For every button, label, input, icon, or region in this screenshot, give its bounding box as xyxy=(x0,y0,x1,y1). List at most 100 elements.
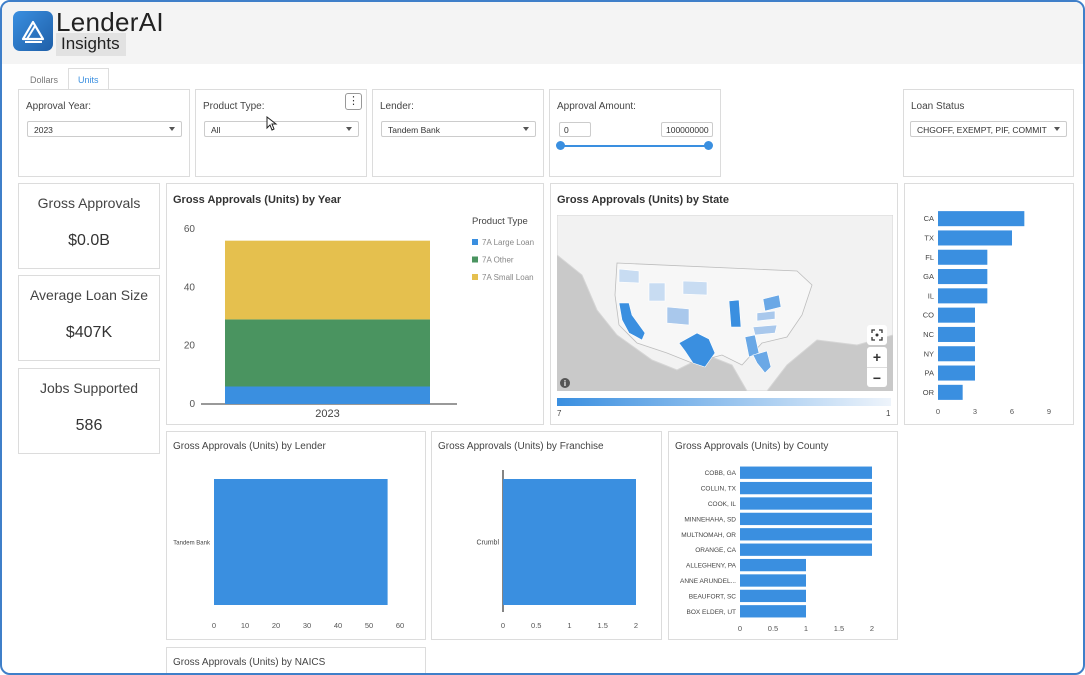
bar xyxy=(740,481,872,495)
state-or[interactable] xyxy=(618,268,640,284)
slider-max-handle[interactable] xyxy=(704,141,713,150)
mouse-cursor-icon xyxy=(266,116,278,131)
approval-amount-max-input[interactable]: 100000000 xyxy=(661,122,713,137)
slider-min-handle[interactable] xyxy=(556,141,565,150)
state-nc[interactable] xyxy=(752,324,778,336)
state-ca[interactable] xyxy=(618,302,646,341)
loan-status-label: Loan Status xyxy=(911,101,965,112)
category-label: COBB, GA xyxy=(705,470,737,477)
lender-label: Lender: xyxy=(380,101,414,112)
state-pa[interactable] xyxy=(756,310,776,322)
approvals-by-naics-panel: Gross Approvals (Units) by NAICS xyxy=(166,647,426,673)
map-legend-min: 7 xyxy=(557,409,562,418)
state-co[interactable] xyxy=(666,306,690,326)
info-icon-glyph: i xyxy=(564,379,566,388)
category-label: CO xyxy=(923,311,934,320)
approval-year-filter: Approval Year: 2023 xyxy=(18,89,190,177)
more-options-icon[interactable]: ⋮ xyxy=(345,93,362,110)
bar xyxy=(740,574,806,587)
bar xyxy=(740,512,872,526)
x-tick-label: 3 xyxy=(973,407,977,416)
y-tick-label: 0 xyxy=(189,399,195,410)
state-ny[interactable] xyxy=(762,294,782,312)
category-label: Crumbl xyxy=(476,540,499,547)
x-tick-label: 10 xyxy=(241,621,249,630)
category-label: ORANGE, CA xyxy=(695,547,736,554)
kpi-value: $407K xyxy=(65,324,113,341)
bar xyxy=(938,346,975,362)
legend-title: Product Type xyxy=(472,216,528,227)
zoom-in-button[interactable]: + xyxy=(872,349,882,365)
approvals-by-franchise-panel: Gross Approvals (Units) by Franchise Cru… xyxy=(431,431,662,640)
loan-status-filter: Loan Status CHGOFF, EXEMPT, PIF, COMMIT xyxy=(903,89,1074,177)
state-ut[interactable] xyxy=(648,282,666,302)
legend-swatch xyxy=(472,274,478,280)
bar xyxy=(214,479,388,605)
jobs-supported-card: Jobs Supported 586 xyxy=(18,368,160,454)
bar xyxy=(938,211,1025,227)
bar xyxy=(938,288,988,304)
state-tx[interactable] xyxy=(678,332,716,368)
approvals-by-lender-chart: Tandem Bank 0 10 20 30 40 50 60 xyxy=(173,479,404,630)
bar-segment xyxy=(225,319,430,387)
x-tick-label: 0 xyxy=(501,621,505,630)
view-tabs: Dollars Units xyxy=(20,68,109,90)
tab-units[interactable]: Units xyxy=(68,68,109,90)
state-il[interactable] xyxy=(728,299,742,328)
x-tick-label: 40 xyxy=(334,621,342,630)
x-tick-label: 2 xyxy=(634,621,638,630)
lender-select[interactable]: Tandem Bank xyxy=(381,121,536,137)
category-label: NY xyxy=(924,349,934,358)
us-choropleth-map[interactable]: i xyxy=(557,215,893,391)
approval-amount-label: Approval Amount: xyxy=(557,101,636,112)
bar xyxy=(740,605,806,618)
legend-label: 7A Large Loan xyxy=(482,238,534,247)
x-tick-label: 60 xyxy=(396,621,404,630)
bar xyxy=(938,269,988,285)
approval-amount-min-input[interactable]: 0 xyxy=(559,122,591,137)
x-tick-label: 20 xyxy=(272,621,280,630)
approval-year-select[interactable]: 2023 xyxy=(27,121,182,137)
app-title: LenderAI xyxy=(56,7,164,37)
state-fl[interactable] xyxy=(752,350,772,374)
bar-segment xyxy=(225,386,430,404)
approvals-by-state-bar-chart: CA TX FL GA IL CO NC NY PA OR 0 3 6 9 xyxy=(923,211,1051,416)
product-type-filter: Product Type: ⋮ All xyxy=(195,89,367,177)
x-tick-label: 2023 xyxy=(315,408,339,420)
product-type-select[interactable]: All xyxy=(204,121,359,137)
x-tick-label: 1.5 xyxy=(834,624,844,633)
average-loan-size-card: Average Loan Size $407K xyxy=(18,275,160,361)
zoom-controls: + − xyxy=(867,347,887,387)
category-label: NC xyxy=(923,330,934,339)
approvals-by-state-bar-panel: CA TX FL GA IL CO NC NY PA OR 0 3 6 9 xyxy=(904,183,1074,425)
kpi-value: 586 xyxy=(75,417,103,434)
x-tick-label: 6 xyxy=(1010,407,1014,416)
product-type-label: Product Type: xyxy=(203,101,265,112)
bar xyxy=(740,497,872,510)
approvals-by-state-map-panel: Gross Approvals (Units) by State i + − xyxy=(550,183,898,425)
category-label: OR xyxy=(923,388,935,397)
zoom-out-button[interactable]: − xyxy=(867,367,887,387)
category-label: COOK, IL xyxy=(708,501,737,508)
bar xyxy=(938,384,963,400)
legend-swatch xyxy=(472,256,478,263)
bar xyxy=(938,365,975,381)
tab-dollars[interactable]: Dollars xyxy=(30,75,59,85)
y-tick-label: 20 xyxy=(184,341,196,352)
x-tick-label: 0 xyxy=(936,407,940,416)
chevron-down-icon xyxy=(346,127,352,131)
gross-approvals-card: Gross Approvals $0.0B xyxy=(18,183,160,269)
loan-status-select[interactable]: CHGOFF, EXEMPT, PIF, COMMIT xyxy=(910,121,1067,137)
kpi-label: Average Loan Size xyxy=(29,287,149,303)
fullscreen-icon[interactable] xyxy=(867,325,887,345)
approval-amount-slider-track[interactable] xyxy=(560,145,708,147)
info-icon[interactable] xyxy=(560,378,570,388)
x-tick-label: 0.5 xyxy=(768,624,778,633)
state-sd[interactable] xyxy=(682,280,708,296)
category-label: Tandem Bank xyxy=(173,541,211,547)
loan-status-value: CHGOFF, EXEMPT, PIF, COMMIT xyxy=(917,125,1047,135)
x-tick-label: 0 xyxy=(738,624,742,633)
approvals-by-year-chart: 0 20 40 60 2023 Product Type 7A Large Loan 7A O… xyxy=(184,216,534,420)
lenderai-logo-icon xyxy=(13,11,53,51)
